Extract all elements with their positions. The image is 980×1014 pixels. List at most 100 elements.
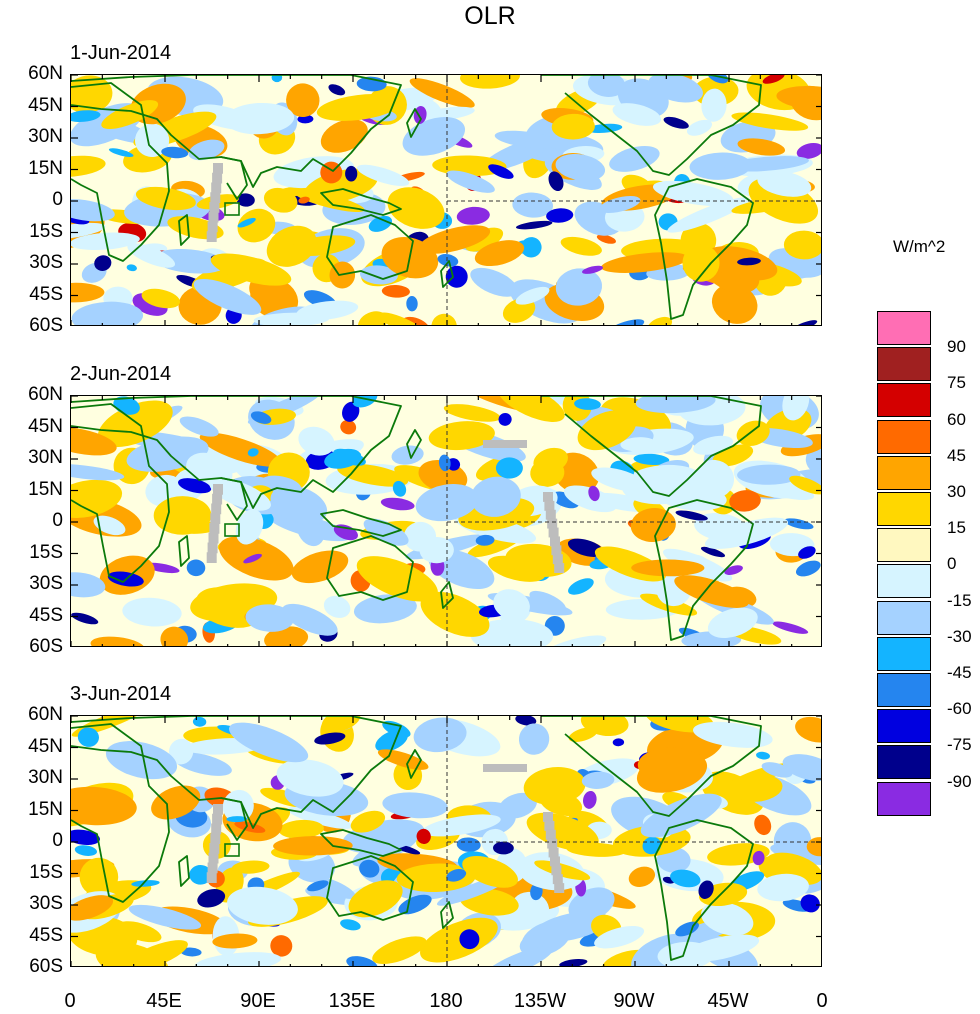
- anomaly-blob: [459, 929, 480, 950]
- colorbar-swatch: [877, 745, 931, 780]
- anomaly-blob: [379, 312, 427, 325]
- missing-data: [206, 440, 565, 573]
- colorbar-label: -60: [947, 699, 972, 719]
- coastline: [406, 108, 422, 138]
- anomaly-blob: [711, 283, 758, 324]
- anomaly-blob: [596, 234, 616, 244]
- anomaly-blob: [298, 196, 310, 204]
- lat-tick-label: 15N: [28, 798, 63, 820]
- anomaly-blob: [413, 717, 467, 753]
- missing-data-cell: [545, 829, 556, 840]
- coastline: [178, 214, 190, 246]
- anomaly-blob: [420, 591, 490, 637]
- anomaly-blob: [358, 311, 388, 325]
- anomaly-blob: [805, 445, 821, 475]
- anomaly-blob: [127, 243, 176, 268]
- anomaly-blob: [642, 836, 662, 855]
- anomaly-blob: [340, 419, 357, 435]
- anomaly-blob: [568, 727, 598, 742]
- missing-data-cell: [206, 231, 217, 242]
- anomaly-blob: [356, 556, 438, 602]
- missing-data-cell: [207, 862, 218, 874]
- anomaly-blob: [128, 904, 202, 930]
- anomaly-blob: [296, 300, 359, 321]
- coastline: [320, 188, 402, 216]
- anomaly-blob: [288, 235, 356, 257]
- coastline: [406, 429, 422, 459]
- anomaly-blob: [795, 560, 821, 577]
- anomaly-blob: [71, 479, 123, 519]
- lat-tick-label: 45S: [29, 604, 63, 626]
- anomaly-blob: [757, 170, 812, 197]
- missing-data-cell: [547, 838, 558, 849]
- anomaly-blob: [648, 75, 703, 103]
- anomaly-blob: [756, 751, 770, 760]
- anomaly-blob: [387, 187, 445, 229]
- anomaly-blob: [90, 636, 145, 646]
- missing-data-cell: [548, 527, 559, 538]
- anomaly-blob: [286, 83, 320, 117]
- colorbar-label: 60: [947, 409, 966, 429]
- lon-tick-label: 135W: [513, 990, 567, 1012]
- coastline: [541, 75, 762, 176]
- anomaly-blob: [591, 467, 647, 492]
- missing-data-cell: [550, 536, 560, 547]
- anomaly-blob: [431, 313, 457, 325]
- anomaly-blob: [328, 84, 346, 96]
- anomaly-blob: [729, 490, 761, 512]
- missing-data-cell: [543, 812, 553, 822]
- colorbar-swatch: [877, 673, 931, 707]
- anomaly-blob: [663, 116, 689, 129]
- lon-tick-label: 0: [64, 990, 76, 1012]
- anomaly-blob: [560, 236, 602, 256]
- anomaly-blob: [498, 412, 512, 426]
- coastline: [71, 396, 402, 509]
- anomaly-blob: [674, 575, 749, 608]
- anomaly-blob: [356, 164, 410, 187]
- colorbar-swatch: [877, 347, 931, 382]
- anomaly-blob: [534, 860, 591, 881]
- lat-tick-label: 45N: [28, 415, 63, 437]
- axis-ticks: [71, 716, 821, 966]
- anomaly-blob: [71, 572, 106, 598]
- anomaly-blob: [271, 75, 283, 83]
- anomaly-blob: [464, 227, 504, 252]
- missing-data-cell: [550, 856, 560, 867]
- anomaly-blob: [350, 810, 386, 833]
- anomaly-blob: [495, 457, 523, 479]
- anomaly-blob: [192, 716, 207, 727]
- anomaly-blob: [342, 401, 360, 422]
- anomaly-blob: [789, 475, 821, 495]
- anomaly-blob: [71, 463, 125, 481]
- coastlines: [71, 396, 762, 641]
- anomaly-blob: [482, 945, 554, 966]
- anomaly-blob: [416, 828, 431, 844]
- missing-data-cell: [213, 163, 223, 174]
- anomaly-blob: [77, 727, 99, 747]
- missing-data-cell: [206, 552, 217, 563]
- anomaly-blob: [498, 792, 537, 819]
- anomaly-blob: [698, 880, 714, 899]
- anomaly-blob: [368, 215, 393, 232]
- anomaly-blob: [675, 510, 708, 521]
- coastline: [326, 214, 414, 280]
- anomaly-blob: [609, 145, 660, 172]
- lat-tick-label: 60N: [28, 704, 63, 725]
- anomaly-blob: [737, 257, 761, 266]
- colorbar-swatch: [877, 636, 931, 671]
- anomaly-blob: [586, 123, 623, 134]
- anomaly-blob: [707, 607, 758, 638]
- anomaly-blob: [800, 894, 820, 913]
- anomaly-blob: [782, 754, 821, 782]
- missing-data-cell: [208, 852, 219, 864]
- anomaly-blob: [494, 130, 559, 149]
- colorbar-label: -45: [947, 663, 972, 682]
- anomaly-blob: [234, 821, 266, 833]
- anomaly-blob: [153, 248, 227, 274]
- anomaly-blob: [568, 578, 594, 595]
- anomaly-blob: [276, 759, 344, 797]
- anomaly-blob: [577, 410, 637, 451]
- coastline: [654, 499, 754, 641]
- anomaly-blob: [633, 453, 670, 465]
- lat-tick-label: 30N: [28, 447, 63, 468]
